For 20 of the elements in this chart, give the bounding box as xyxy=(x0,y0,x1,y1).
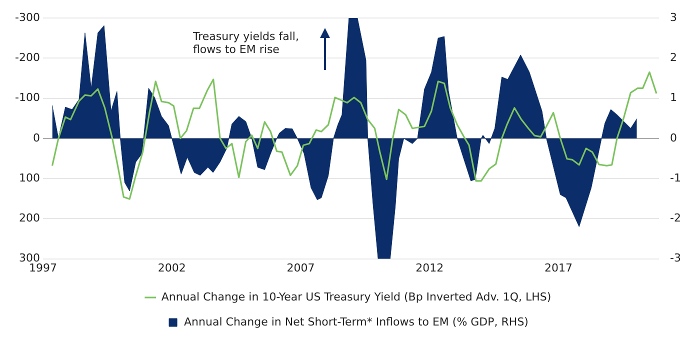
y2-tick-label: 0 xyxy=(670,131,678,144)
y-tick-label: -200 xyxy=(14,50,40,64)
y-tick-label: 100 xyxy=(18,171,40,184)
y2-tick-label: -2 xyxy=(670,212,681,225)
y2-tick-label: 1 xyxy=(670,91,678,104)
legend-label: Annual Change in 10-Year US Treasury Yield (Bp Inverted Adv. 1Q, LHS) xyxy=(161,290,552,304)
x-tick-label: 2012 xyxy=(416,261,444,274)
x-tick-label: 2002 xyxy=(158,261,186,274)
legend-label: Annual Change in Net Short-Term* Inflows to EM (% GDP, RHS) xyxy=(184,315,528,328)
y2-tick-label: -3 xyxy=(670,252,681,265)
x-tick-label: 2017 xyxy=(544,261,572,274)
y2-tick-label: 3 xyxy=(670,10,678,24)
x-tick-label: 2007 xyxy=(286,261,315,274)
y-tick-label: -100 xyxy=(14,91,40,104)
y-tick-label: 200 xyxy=(18,212,40,225)
y-tick-label: -300 xyxy=(14,10,40,24)
y2-tick-label: 2 xyxy=(670,50,678,64)
y-tick-label: 0 xyxy=(32,131,40,144)
annotation: Treasury yields fall, flows to EM rise xyxy=(193,30,300,56)
y2-tick-label: -1 xyxy=(670,171,681,184)
